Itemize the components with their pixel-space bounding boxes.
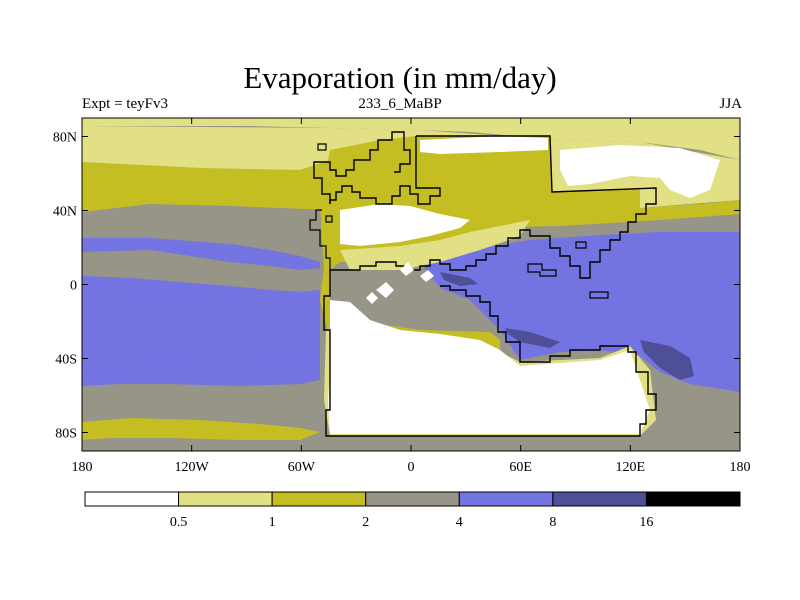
field-south-band xyxy=(82,418,320,440)
colorbar-swatch xyxy=(458,491,554,507)
colorbar-swatch xyxy=(645,491,741,507)
lat-tick-label: 0 xyxy=(70,279,77,294)
map-title: Evaporation (in mm/day) xyxy=(243,60,557,95)
field-subtropical-ocean xyxy=(82,286,320,370)
coastline-north xyxy=(329,136,441,205)
colorbar: 0.5 1 2 4 8 16 xyxy=(84,491,741,530)
lon-tick-label: 120E xyxy=(616,460,646,475)
field-tropical-grey-island xyxy=(82,250,320,292)
colorbar-swatch xyxy=(552,491,647,507)
lat-tick-label: 80S xyxy=(55,427,77,442)
colorbar-label: 0.5 xyxy=(170,515,188,530)
lat-tick-label: 40N xyxy=(53,205,77,220)
colorbar-label: 8 xyxy=(549,515,556,530)
field-north-light xyxy=(82,118,740,160)
colorbar-swatch xyxy=(365,491,460,507)
lat-tick-label: 80N xyxy=(53,131,77,146)
field-land-dry xyxy=(340,204,470,246)
colorbar-label: 1 xyxy=(269,515,276,530)
lon-tick-label: 120W xyxy=(175,460,210,475)
season-label: JJA xyxy=(719,96,742,112)
latitude-axis: 80N 40N 0 40S 80S xyxy=(53,131,740,442)
field-south-east-grey xyxy=(640,360,740,451)
field-eastern-ocean-deep-1 xyxy=(440,272,478,286)
field-eastern-ocean-deep-2 xyxy=(505,328,560,348)
colorbar-swatch xyxy=(84,491,180,507)
lat-tick-label: 40S xyxy=(55,353,77,368)
colorbar-swatch xyxy=(271,491,367,507)
lon-tick-label: 0 xyxy=(408,460,415,475)
field-land-gondwana-dry xyxy=(328,300,650,434)
field-land-light xyxy=(340,220,530,270)
coastline xyxy=(323,135,657,437)
colorbar-swatch xyxy=(178,491,273,507)
experiment-label: Expt = teyFv3 xyxy=(82,96,168,112)
period-label: 233_6_MaBP xyxy=(358,96,442,112)
coastline-peninsula xyxy=(313,131,411,204)
lon-tick-label: 180 xyxy=(730,460,751,475)
lon-tick-label: 60E xyxy=(509,460,532,475)
coastline-east-islands xyxy=(527,241,609,299)
field-arctic-dry xyxy=(560,145,720,198)
colorbar-label: 4 xyxy=(456,515,463,530)
colorbar-label: 2 xyxy=(362,515,369,530)
lon-tick-label: 180 xyxy=(72,460,93,475)
coastline-west-islands xyxy=(309,143,333,270)
colorbar-label: 16 xyxy=(639,515,653,530)
field-north-dry xyxy=(420,136,548,154)
lon-tick-label: 60W xyxy=(288,460,316,475)
longitude-axis: 180 120W 60W 0 60E 120E 180 xyxy=(72,118,751,475)
inland-dry-spots xyxy=(366,262,434,304)
field-eastern-ocean-deep-3 xyxy=(640,340,694,380)
evaporation-field xyxy=(82,118,740,451)
